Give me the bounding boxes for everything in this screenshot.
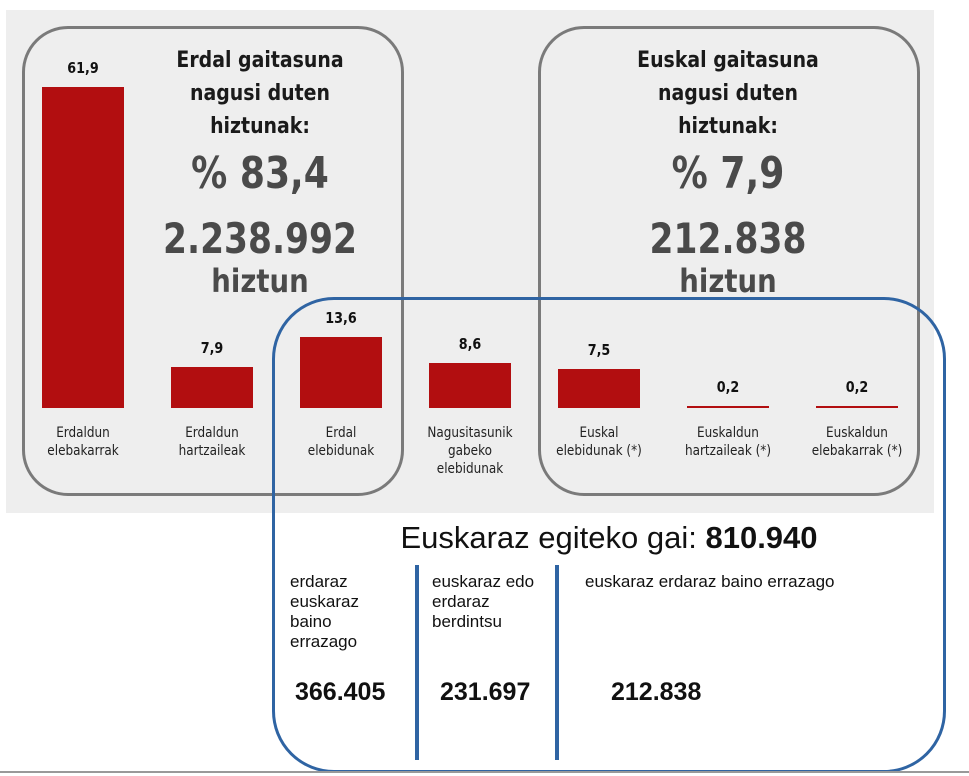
bar-category-label-3: Erdal elebidunak	[307, 425, 375, 459]
euskal-title-line-3: hiztunak:	[678, 114, 778, 139]
summary-title-prefix: Euskaraz egiteko gai:	[400, 520, 706, 555]
euskal-title-line-1: Euskal gaitasuna	[637, 48, 819, 73]
summary-title: Euskaraz egiteko gai: 810.940	[272, 520, 946, 556]
bar-7	[816, 406, 898, 408]
bar-2	[171, 367, 253, 408]
summary-col-3-label-line-1: euskaraz erdaraz baino errazago	[585, 572, 835, 591]
euskal-group-title: Euskal gaitasuna nagusi duten hiztunak:	[633, 44, 822, 143]
bar-value-label-6: 0,2	[716, 378, 740, 396]
bar-category-label-6: Euskaldun hartzaileak (*)	[684, 425, 772, 459]
euskal-unit: hiztun	[679, 262, 777, 300]
summary-col-2-label-line-2: erdaraz	[432, 592, 490, 611]
erdal-group-box	[22, 26, 404, 496]
bar-category-label-4: Nagusitasunik gabeko elebidunak	[427, 425, 513, 477]
bar-category-label-1: Erdaldun elebakarrak	[47, 425, 119, 459]
bar-category-label-2: Erdaldun hartzaileak	[178, 425, 246, 459]
summary-col-1-label-line-1: erdaraz	[290, 572, 348, 591]
erdal-count: 2.238.992	[163, 214, 357, 263]
bar-value-label-5: 7,5	[587, 341, 611, 360]
bar-1	[42, 87, 124, 408]
summary-col-2-label-line-1: euskaraz edo	[432, 572, 535, 591]
bar-5	[558, 369, 640, 408]
bar-value-label-4: 8,6	[458, 335, 482, 354]
summary-col-1-label-line-2: euskaraz	[290, 592, 359, 611]
bar-category-label-7: Euskaldun elebakarrak (*)	[811, 425, 903, 459]
summary-col-1-value: 366.405	[295, 678, 386, 706]
bar-category-label-5: Euskal elebidunak (*)	[556, 425, 642, 459]
summary-title-value: 810.940	[705, 520, 818, 555]
bar-value-label-7: 0,2	[845, 378, 869, 396]
bar-value-label-1: 61,9	[67, 59, 99, 77]
erdal-percent: % 83,4	[191, 148, 329, 199]
erdal-title-line-2: nagusi duten	[190, 81, 330, 106]
summary-divider-2	[555, 565, 559, 760]
summary-col-2-value: 231.697	[440, 678, 531, 706]
summary-col-1-label-line-3: baino	[290, 612, 332, 631]
erdal-title-line-3: hiztunak:	[210, 114, 310, 139]
summary-col-1-label-line-4: errazago	[290, 632, 358, 651]
erdal-group-title: Erdal gaitasuna nagusi duten hiztunak:	[165, 44, 354, 143]
erdal-unit: hiztun	[211, 262, 309, 300]
euskal-group-box	[538, 26, 920, 496]
bar-4	[429, 363, 511, 408]
summary-col-3-label: euskaraz erdaraz baino errazago	[585, 572, 905, 592]
summary-col-2-label: euskaraz edo erdaraz berdintsu	[432, 572, 552, 632]
bar-value-label-2: 7,9	[200, 339, 224, 358]
summary-col-2-label-line-3: berdintsu	[432, 612, 502, 631]
bottom-rule	[0, 771, 969, 773]
summary-col-3-value: 212.838	[611, 678, 702, 706]
summary-divider-1	[415, 565, 419, 760]
euskal-percent: % 7,9	[671, 148, 785, 199]
euskal-count: 212.838	[649, 214, 807, 263]
chart-panel	[6, 10, 934, 513]
erdal-title-line-1: Erdal gaitasuna	[176, 48, 344, 73]
bar-6	[687, 406, 769, 408]
euskal-title-line-2: nagusi duten	[658, 81, 798, 106]
summary-col-1-label: erdaraz euskaraz baino errazago	[290, 572, 410, 652]
